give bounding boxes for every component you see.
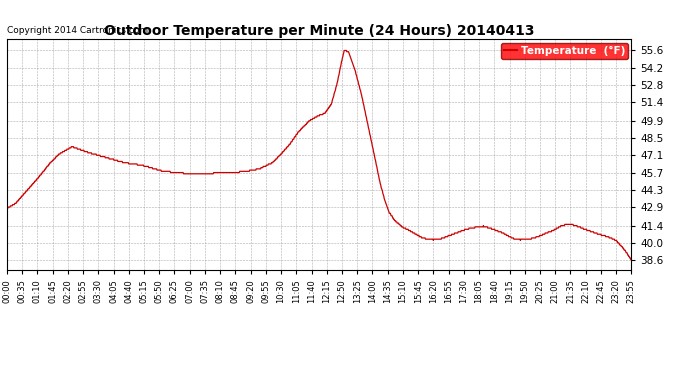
Title: Outdoor Temperature per Minute (24 Hours) 20140413: Outdoor Temperature per Minute (24 Hours… <box>104 24 534 38</box>
Legend: Temperature  (°F): Temperature (°F) <box>501 42 628 59</box>
Text: Copyright 2014 Cartronics.com: Copyright 2014 Cartronics.com <box>7 26 148 35</box>
